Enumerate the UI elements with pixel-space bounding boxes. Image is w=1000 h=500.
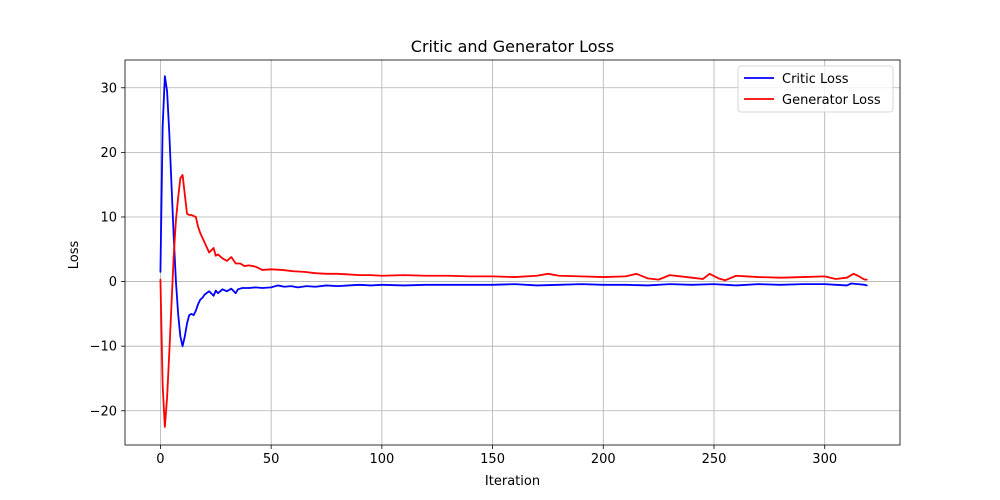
y-axis-label: Loss	[67, 241, 82, 270]
y-tick-label: 0	[109, 275, 117, 290]
x-axis-ticks: 0 50 100 150 200 250 300	[156, 445, 837, 467]
grid	[125, 60, 900, 445]
x-tick-label: 50	[263, 452, 280, 467]
series-line-critic-loss	[159, 75, 868, 348]
x-tick-label: 300	[812, 452, 837, 467]
y-tick-label: −20	[90, 404, 117, 419]
chart-title: Critic and Generator Loss	[411, 37, 614, 56]
y-tick-label: 10	[100, 210, 117, 225]
legend-label-generator-loss: Generator Loss	[782, 93, 881, 108]
x-tick-label: 0	[156, 452, 164, 467]
y-tick-label: 20	[100, 146, 117, 161]
legend-box	[737, 65, 894, 113]
x-tick-label: 150	[480, 452, 505, 467]
y-tick-label: −10	[90, 340, 117, 355]
x-axis-label: Iteration	[485, 474, 540, 489]
legend: Critic Loss Generator Loss	[737, 65, 894, 113]
x-tick-label: 200	[591, 452, 616, 467]
x-tick-label: 100	[369, 452, 394, 467]
series-lines	[159, 75, 868, 428]
plot-frame	[124, 59, 901, 446]
legend-label-critic-loss: Critic Loss	[782, 72, 849, 87]
x-tick-label: 250	[702, 452, 727, 467]
y-axis-ticks: −20 −10 0 10 20 30	[90, 81, 125, 419]
series-line-generator-loss	[159, 174, 868, 428]
y-tick-label: 30	[100, 81, 117, 96]
